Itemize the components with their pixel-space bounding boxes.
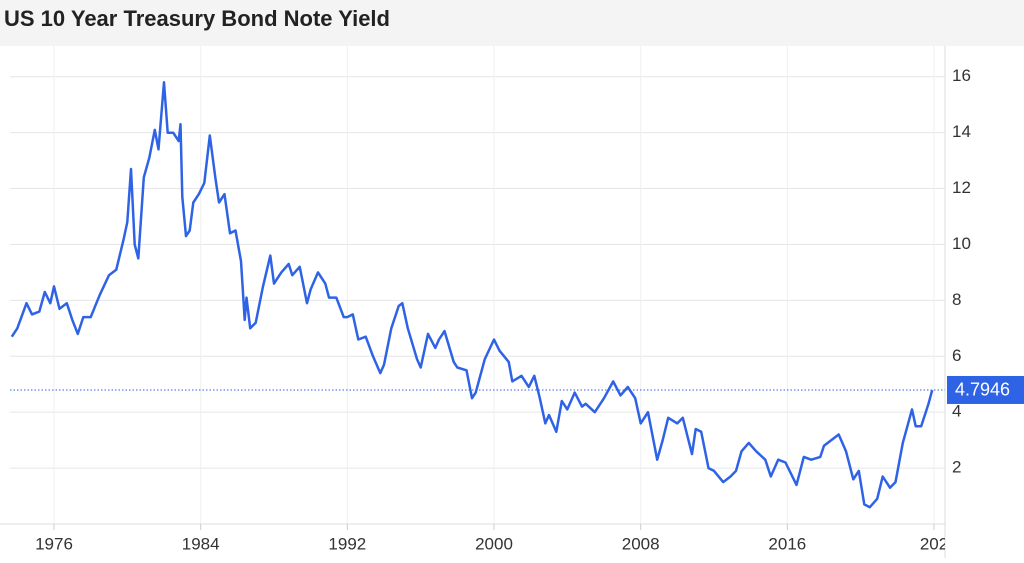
x-tick-label: 2008 bbox=[622, 534, 660, 553]
y-tick-label: 16 bbox=[952, 66, 971, 85]
x-tick-label: 202 bbox=[920, 534, 948, 553]
title-bar bbox=[0, 0, 1024, 46]
x-tick-label: 2016 bbox=[768, 534, 806, 553]
x-tick-label: 2000 bbox=[475, 534, 513, 553]
line-series bbox=[10, 81, 934, 509]
current-value-label: 4.7946 bbox=[955, 380, 1010, 400]
y-tick-label: 12 bbox=[952, 178, 971, 197]
y-tick-label: 14 bbox=[952, 122, 971, 141]
chart-title: US 10 Year Treasury Bond Note Yield bbox=[4, 6, 390, 31]
x-tick-label: 1984 bbox=[182, 534, 220, 553]
y-tick-label: 2 bbox=[952, 458, 961, 477]
x-tick-label: 1992 bbox=[328, 534, 366, 553]
x-labels: 1976 1984 1992 2000 2008 2016 202 bbox=[35, 534, 948, 553]
y-tick-label: 4 bbox=[952, 402, 961, 421]
current-value-box bbox=[947, 375, 1024, 404]
y-tick-label: 8 bbox=[952, 290, 961, 309]
y-tick-label: 10 bbox=[952, 234, 971, 253]
y-tick-label: 6 bbox=[952, 346, 961, 365]
x-tick-label: 1976 bbox=[35, 534, 73, 553]
